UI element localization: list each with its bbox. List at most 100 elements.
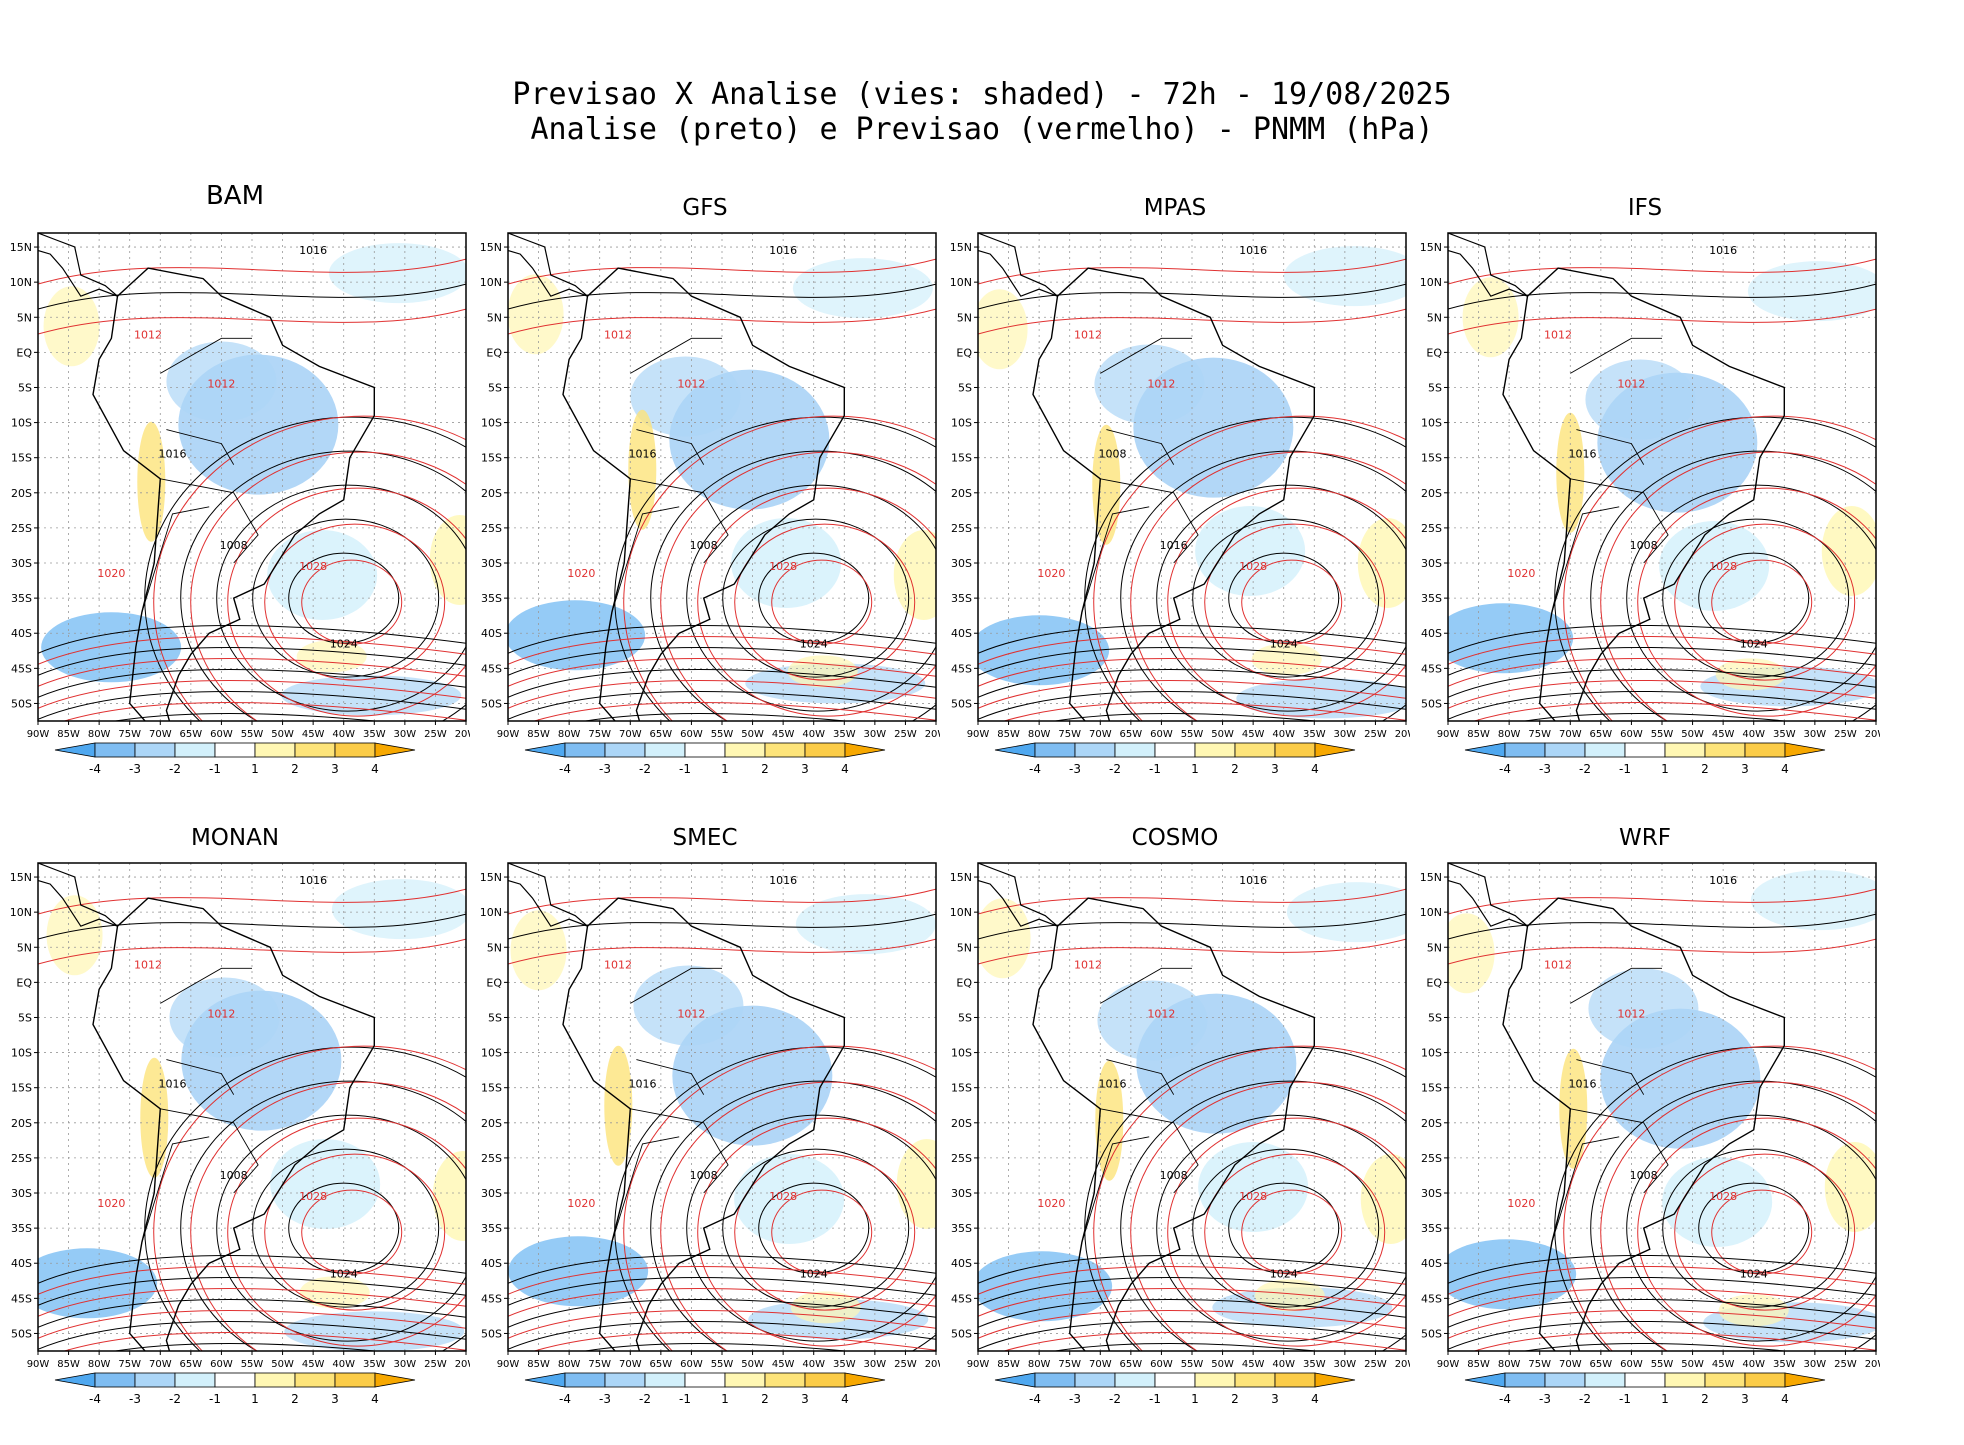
colorbar-tick-label: -1 [1619, 762, 1631, 776]
lat-tick-label: 15N [950, 871, 972, 884]
bias-shade [604, 1045, 633, 1166]
isobar [508, 938, 936, 965]
colorbar-segment [804, 742, 846, 758]
lon-tick-label: 50W [271, 729, 294, 740]
isobar [508, 624, 936, 654]
lat-tick-label: 15S [951, 452, 972, 465]
lon-tick-label: 30W [1334, 729, 1357, 740]
lon-tick-label: 45W [1712, 1359, 1735, 1370]
isobar [508, 913, 936, 940]
isobar [978, 1265, 1406, 1295]
colorbar-tick-label: 4 [841, 1392, 849, 1406]
bias-shade [1556, 412, 1585, 533]
lon-tick-label: 55W [241, 1359, 264, 1370]
bias-shade [795, 894, 936, 955]
contour-label: 1020 [1507, 1197, 1535, 1210]
lat-tick-label: EQ [956, 976, 972, 989]
lat-tick-label: 35S [11, 592, 32, 605]
forecast-isobar [190, 451, 466, 721]
forecast-isobar [227, 1117, 466, 1347]
forecast-isobar [190, 1081, 466, 1351]
lat-tick-label: 10N [480, 906, 502, 919]
lon-tick-label: 30W [864, 1359, 887, 1370]
lat-tick-label: EQ [486, 346, 502, 359]
forecast-isobar [771, 559, 873, 645]
isobar [1522, 1342, 1791, 1351]
lat-tick-label: 30S [1421, 557, 1442, 570]
lat-tick-label: 10S [11, 1047, 32, 1060]
isobar [38, 308, 466, 335]
map-svg: 1016 1012 1016 1020 1024 1028 1008 1012 15N 10N 5N… [10, 862, 470, 1370]
lon-tick-label: 65W [650, 729, 673, 740]
colorbar-segment [1704, 1372, 1746, 1388]
isobar [508, 1276, 936, 1306]
border-line [1570, 337, 1662, 374]
map-svg: 1016 1012 1016 1020 1024 1028 1008 1012 15N 10N 5N… [10, 232, 470, 740]
isobar [582, 712, 851, 721]
lon-tick-label: 70W [1089, 729, 1112, 740]
lon-tick-label: 75W [588, 1359, 611, 1370]
lat-tick-label: 10N [10, 276, 32, 289]
panel-title: BAM [205, 181, 265, 211]
analysis-isobar [1662, 518, 1850, 678]
lon-tick-label: 75W [118, 1359, 141, 1370]
colorbar-tick-label: -4 [1499, 762, 1511, 776]
bias-shade [1360, 1154, 1406, 1245]
isobar [1448, 657, 1876, 687]
lon-tick-label: 50W [1211, 1359, 1234, 1370]
contour-label: 1008 [220, 1169, 248, 1182]
colorbar-segment [1584, 742, 1626, 758]
bias-shade [633, 965, 744, 1046]
forecast-isobar [301, 1189, 403, 1275]
forecast-isobar [227, 487, 466, 717]
isobar [1448, 679, 1876, 709]
bias-shade [1097, 980, 1208, 1061]
lat-tick-label: 10S [11, 417, 32, 430]
lon-tick-label: 30W [1804, 729, 1827, 740]
bias-shade [432, 1151, 466, 1242]
contour-label: 1012 [677, 1007, 705, 1020]
forecast-isobar [1167, 1117, 1406, 1347]
lat-tick-label: 5S [1428, 381, 1442, 394]
forecast-isobar [697, 487, 936, 717]
lon-tick-label: 55W [1651, 729, 1674, 740]
colorbar-segment [134, 742, 176, 758]
lat-tick-label: 45S [11, 662, 32, 675]
border-line [160, 967, 252, 1004]
border-line [160, 337, 252, 374]
lat-tick-label: 5N [957, 941, 972, 954]
contour-label: 1020 [1037, 567, 1065, 580]
lon-tick-label: 80W [1028, 1359, 1051, 1370]
bias-shade [429, 515, 466, 606]
contour-label: 1028 [769, 560, 797, 573]
colorbar: -4 -3 -2 -1 1 2 3 4 [1464, 742, 1826, 776]
contour-label: 1020 [97, 567, 125, 580]
isobar [508, 888, 936, 915]
lon-tick-label: 90W [1437, 1359, 1460, 1370]
contour-label: 1016 [1160, 539, 1188, 552]
lon-tick-label: 55W [241, 729, 264, 740]
colorbar-segment [764, 742, 806, 758]
lat-tick-label: 15N [10, 871, 32, 884]
isobar [112, 712, 381, 721]
colorbar-tick-label: 2 [761, 1392, 769, 1406]
lat-tick-label: 15N [480, 241, 502, 254]
lat-tick-label: 10S [951, 417, 972, 430]
map-content: 1016 1012 1016 1020 1024 1028 1008 1012 [508, 863, 936, 1351]
lat-tick-label: 20S [951, 1117, 972, 1130]
analysis-isobar [216, 484, 466, 712]
lat-tick-label: 35S [481, 1222, 502, 1235]
lon-tick-label: 85W [527, 729, 550, 740]
isobar [978, 1254, 1406, 1284]
colorbar-segment [1704, 742, 1746, 758]
lon-tick-label: 65W [180, 1359, 203, 1370]
lon-tick-label: 25W [424, 1359, 447, 1370]
map-panel: SMEC 1016 1012 1016 1020 1024 1028 1008 1012 15N 1… [470, 825, 940, 1445]
lon-tick-label: 85W [57, 729, 80, 740]
border-line [1100, 1108, 1199, 1194]
forecast-isobar [1563, 415, 1876, 721]
contour-label: 1008 [690, 539, 718, 552]
lat-tick-label: 5S [18, 1011, 32, 1024]
isobar [978, 1298, 1406, 1328]
colorbar-tick-label: 4 [371, 762, 379, 776]
